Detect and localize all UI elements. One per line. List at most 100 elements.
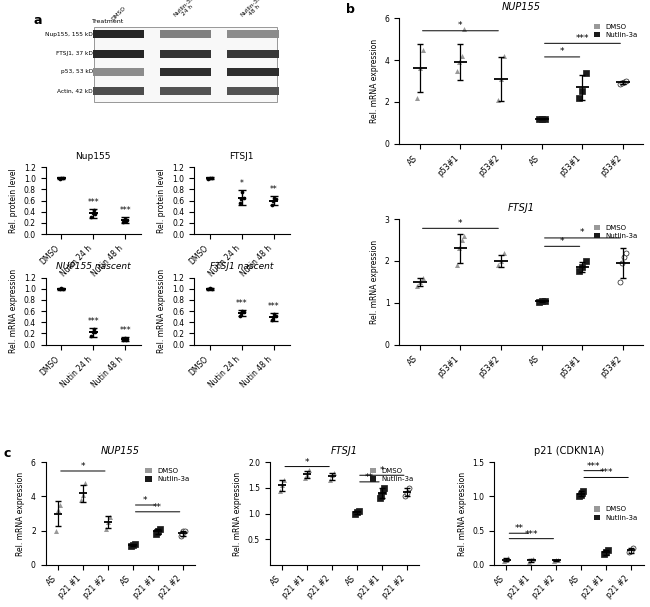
Point bbox=[279, 475, 289, 485]
Y-axis label: Rel. mRNA expression: Rel. mRNA expression bbox=[233, 472, 242, 555]
Point bbox=[236, 308, 246, 318]
Point bbox=[57, 283, 67, 293]
Point bbox=[122, 334, 133, 344]
Point bbox=[378, 486, 388, 495]
Point bbox=[178, 526, 188, 536]
Point bbox=[615, 277, 625, 287]
Point bbox=[574, 266, 584, 276]
Text: p53, 53 kD: p53, 53 kD bbox=[61, 69, 93, 74]
Point bbox=[58, 284, 68, 294]
Point bbox=[89, 205, 99, 215]
Point bbox=[549, 556, 560, 566]
Y-axis label: Rel. protein level: Rel. protein level bbox=[157, 168, 166, 233]
Point bbox=[553, 555, 564, 565]
Point bbox=[127, 540, 138, 550]
Title: FTSJ1: FTSJ1 bbox=[229, 152, 254, 161]
Point bbox=[205, 283, 215, 293]
Point bbox=[526, 555, 537, 565]
Point bbox=[90, 209, 101, 219]
Point bbox=[540, 296, 551, 305]
Point bbox=[454, 57, 465, 67]
Point bbox=[577, 262, 588, 272]
Point bbox=[580, 256, 591, 266]
Point bbox=[237, 307, 248, 316]
Point bbox=[155, 524, 165, 534]
Point bbox=[236, 195, 246, 205]
Point bbox=[580, 68, 591, 78]
Point bbox=[499, 51, 510, 61]
Point bbox=[119, 215, 129, 225]
Text: Nup155, 155 kD: Nup155, 155 kD bbox=[46, 32, 93, 36]
Point bbox=[239, 307, 249, 317]
Text: **: ** bbox=[365, 473, 374, 482]
Title: NUP155 nascent: NUP155 nascent bbox=[56, 262, 131, 271]
Point bbox=[619, 77, 629, 87]
Y-axis label: Rel. mRNA expression: Rel. mRNA expression bbox=[16, 472, 25, 555]
Point bbox=[239, 193, 249, 203]
Point bbox=[268, 312, 278, 322]
Point bbox=[103, 517, 113, 527]
Point bbox=[120, 214, 131, 224]
Point bbox=[57, 173, 67, 183]
Point bbox=[176, 531, 186, 540]
Point bbox=[207, 284, 217, 294]
Text: Nutlin-3a
24 h: Nutlin-3a 24 h bbox=[172, 0, 199, 22]
Text: c: c bbox=[4, 447, 11, 460]
Point bbox=[617, 258, 627, 268]
Point bbox=[88, 208, 98, 218]
Point bbox=[269, 193, 280, 203]
Text: ***: *** bbox=[88, 198, 99, 206]
Point bbox=[534, 297, 544, 307]
Point bbox=[374, 493, 385, 503]
Point bbox=[415, 277, 425, 287]
Point bbox=[119, 334, 129, 344]
Point bbox=[179, 526, 190, 535]
Point bbox=[304, 466, 315, 475]
Point bbox=[235, 198, 245, 208]
Text: a: a bbox=[33, 14, 42, 27]
Bar bbox=[93, 30, 144, 38]
Point bbox=[266, 315, 277, 325]
Point bbox=[203, 285, 213, 294]
Text: *: * bbox=[560, 237, 564, 246]
Point bbox=[105, 512, 115, 522]
Point bbox=[402, 488, 412, 498]
Title: p21 (CDKN1A): p21 (CDKN1A) bbox=[534, 446, 604, 456]
Point bbox=[418, 273, 428, 282]
Point bbox=[120, 333, 131, 343]
Text: ***: *** bbox=[268, 302, 280, 311]
Point bbox=[122, 215, 133, 225]
Point bbox=[203, 174, 213, 183]
Point bbox=[577, 488, 587, 498]
Point bbox=[90, 327, 101, 337]
Point bbox=[268, 195, 278, 205]
Y-axis label: Rel. mRNA expression: Rel. mRNA expression bbox=[458, 472, 467, 555]
Point bbox=[327, 470, 337, 480]
Point bbox=[151, 527, 162, 537]
Point bbox=[619, 252, 629, 262]
Point bbox=[624, 548, 634, 557]
Point bbox=[329, 468, 339, 478]
Point bbox=[205, 173, 215, 183]
Point bbox=[75, 495, 86, 505]
Text: ***: *** bbox=[576, 34, 590, 43]
Point bbox=[78, 490, 88, 500]
Point bbox=[458, 24, 469, 33]
Text: ***: *** bbox=[236, 299, 248, 308]
Point bbox=[235, 311, 245, 320]
Text: *: * bbox=[458, 219, 463, 228]
Point bbox=[121, 215, 131, 225]
Legend: DMSO, Nutlin-3a: DMSO, Nutlin-3a bbox=[592, 223, 640, 241]
Text: Nutlin-3a
48 h: Nutlin-3a 48 h bbox=[240, 0, 266, 22]
Point bbox=[499, 556, 510, 566]
Point bbox=[58, 174, 68, 183]
Text: *: * bbox=[143, 496, 148, 505]
Point bbox=[496, 74, 506, 84]
Point bbox=[615, 80, 625, 89]
Text: **: ** bbox=[270, 185, 278, 194]
Point bbox=[411, 281, 422, 291]
Point bbox=[418, 45, 428, 55]
Text: *: * bbox=[81, 462, 85, 471]
Point bbox=[574, 492, 584, 501]
Point bbox=[415, 64, 425, 73]
